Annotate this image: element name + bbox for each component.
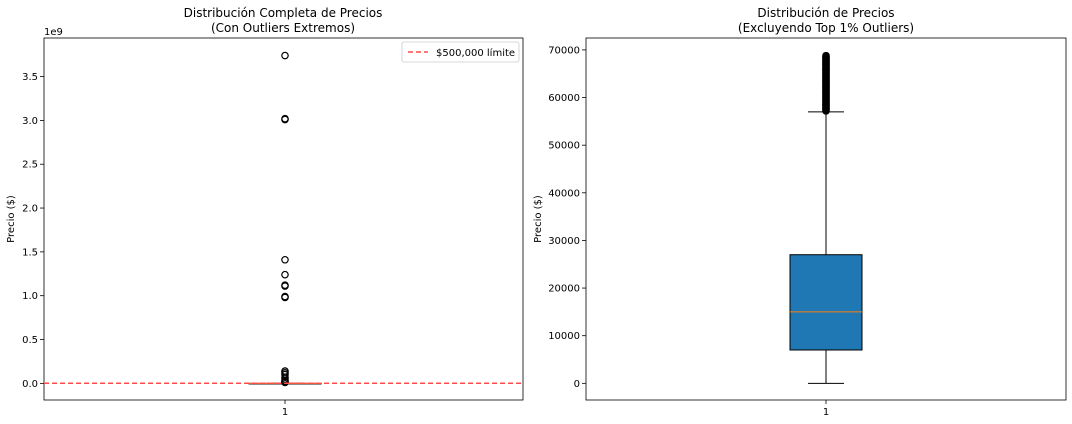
outlier-point (281, 115, 289, 124)
outlier-point (281, 293, 289, 302)
chart-left-title-line2: (Con Outliers Extremos) (211, 21, 355, 35)
outlier-point (822, 51, 830, 60)
y-tick-label: 2.5 (22, 160, 38, 171)
chart-right-x-tick-label: 1 (823, 407, 829, 418)
outlier-point (281, 378, 289, 387)
legend-label: $500,000 límite (436, 47, 515, 59)
chart-right-y-axis-label: Precio ($) (533, 195, 544, 243)
y-tick-label: 30000 (548, 236, 580, 247)
chart-right-title-line2: (Excluyendo Top 1% Outliers) (738, 21, 914, 35)
legend-box (401, 41, 520, 63)
outlier-point (281, 270, 289, 279)
y-tick-label: 60000 (548, 93, 580, 104)
y-tick-label: 70000 (548, 45, 580, 56)
y-tick-label: 2.0 (22, 204, 38, 215)
y-tick-label: 1.5 (22, 247, 38, 258)
outlier-point (281, 282, 289, 290)
y-tick-label: 50000 (548, 141, 580, 152)
chart-left-x-tick-label: 1 (282, 407, 288, 418)
chart-left-title-line1: Distribución Completa de Precios (184, 6, 383, 20)
y-tick-label: 0 (574, 379, 580, 390)
chart-right-marks (789, 51, 863, 384)
y-tick-label: 40000 (548, 188, 580, 199)
outlier-point (281, 255, 289, 264)
y-tick-label: 0.5 (22, 335, 38, 346)
chart-left-y-offset-label: 1e9 (44, 27, 63, 38)
chart-left-marks (44, 51, 523, 387)
chart-left-y-axis-label: Precio ($) (6, 195, 17, 243)
chart-left-legend: $500,000 límite (401, 41, 520, 63)
y-tick-label: 3.5 (22, 72, 38, 83)
y-tick-label: 0.0 (22, 379, 38, 390)
chart-left-plot-area (43, 37, 524, 401)
chart-left: Distribución Completa de Precios (Con Ou… (6, 6, 524, 418)
outlier-point (281, 51, 289, 60)
box-iqr (789, 254, 863, 351)
chart-right: Distribución de Precios (Excluyendo Top … (533, 6, 1067, 418)
y-tick-label: 20000 (548, 284, 580, 295)
chart-right-y-axis: 0 10000 20000 30000 40000 50000 60000 70000 (548, 45, 586, 390)
chart-right-title-line1: Distribución de Precios (757, 6, 894, 20)
y-tick-label: 3.0 (22, 116, 38, 127)
y-tick-label: 1.0 (22, 291, 38, 302)
chart-left-y-axis: 0.0 0.5 1.0 1.5 2.0 2.5 3.0 3.5 (22, 72, 44, 390)
y-tick-label: 10000 (548, 331, 580, 342)
